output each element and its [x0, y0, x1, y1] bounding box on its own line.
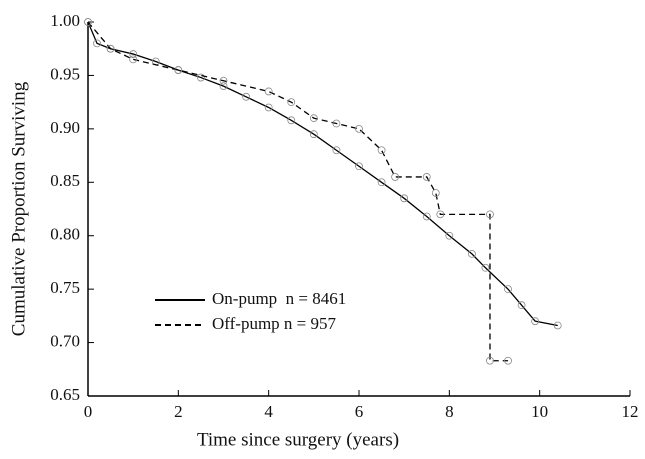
censor-mark	[504, 285, 512, 294]
censor-mark	[377, 178, 386, 187]
censor-mark	[504, 356, 512, 365]
survival-curve	[87, 21, 509, 362]
x-tick-label: 12	[622, 402, 639, 421]
censor-mark	[422, 173, 431, 181]
censor-mark	[129, 55, 138, 64]
y-tick-label: 0.75	[50, 278, 80, 297]
censor-mark	[309, 130, 318, 139]
censor-mark	[391, 173, 400, 181]
censor-mark	[287, 116, 296, 125]
censor-mark	[355, 124, 363, 133]
censor-mark	[553, 321, 562, 330]
censor-mark	[264, 87, 273, 96]
x-tick-label: 2	[174, 402, 183, 421]
legend-label: Off-pump n = 957	[212, 314, 337, 333]
censor-mark	[174, 66, 183, 74]
x-tick-label: 10	[531, 402, 548, 421]
censor-mark	[400, 194, 409, 203]
y-axis-label: Cumulative Proportion Surviving	[8, 81, 29, 336]
survival-curve	[87, 21, 558, 327]
censor-mark	[531, 317, 540, 326]
y-tick-label: 0.85	[50, 171, 80, 190]
censor-mark	[445, 231, 454, 240]
censor-mark	[197, 73, 205, 82]
y-tick-label: 0.65	[50, 385, 80, 404]
censor-mark	[468, 249, 476, 258]
censor-mark	[422, 212, 431, 221]
censor-mark	[332, 119, 341, 128]
x-tick-label: 4	[264, 402, 273, 421]
legend-label: On-pump n = 8461	[212, 289, 346, 308]
censor-mark	[219, 82, 228, 91]
censor-mark	[219, 76, 228, 85]
x-tick-label: 0	[84, 402, 93, 421]
x-axis-label: Time since surgery (years)	[197, 429, 399, 450]
censor-mark	[264, 103, 273, 112]
y-tick-label: 0.70	[50, 331, 80, 350]
censor-mark	[93, 39, 101, 48]
x-tick-label: 8	[445, 402, 454, 421]
censor-mark	[332, 146, 341, 155]
censor-mark	[517, 301, 526, 310]
y-tick-label: 0.95	[50, 64, 80, 83]
censor-mark	[486, 210, 494, 219]
censor-mark	[242, 92, 250, 101]
censor-mark	[106, 44, 115, 53]
censor-mark	[431, 189, 440, 197]
censor-mark	[486, 356, 494, 365]
y-tick-label: 0.90	[50, 118, 80, 137]
censor-mark	[287, 98, 296, 107]
censor-mark	[355, 162, 363, 171]
x-tick-label: 6	[355, 402, 364, 421]
censor-mark	[436, 210, 445, 219]
y-tick-label: 1.00	[50, 11, 80, 30]
y-tick-label: 0.80	[50, 225, 80, 244]
censor-mark	[309, 114, 318, 123]
censor-mark	[84, 18, 92, 26]
censor-mark	[377, 146, 386, 155]
censor-mark	[481, 263, 490, 272]
censor-mark	[129, 50, 138, 58]
